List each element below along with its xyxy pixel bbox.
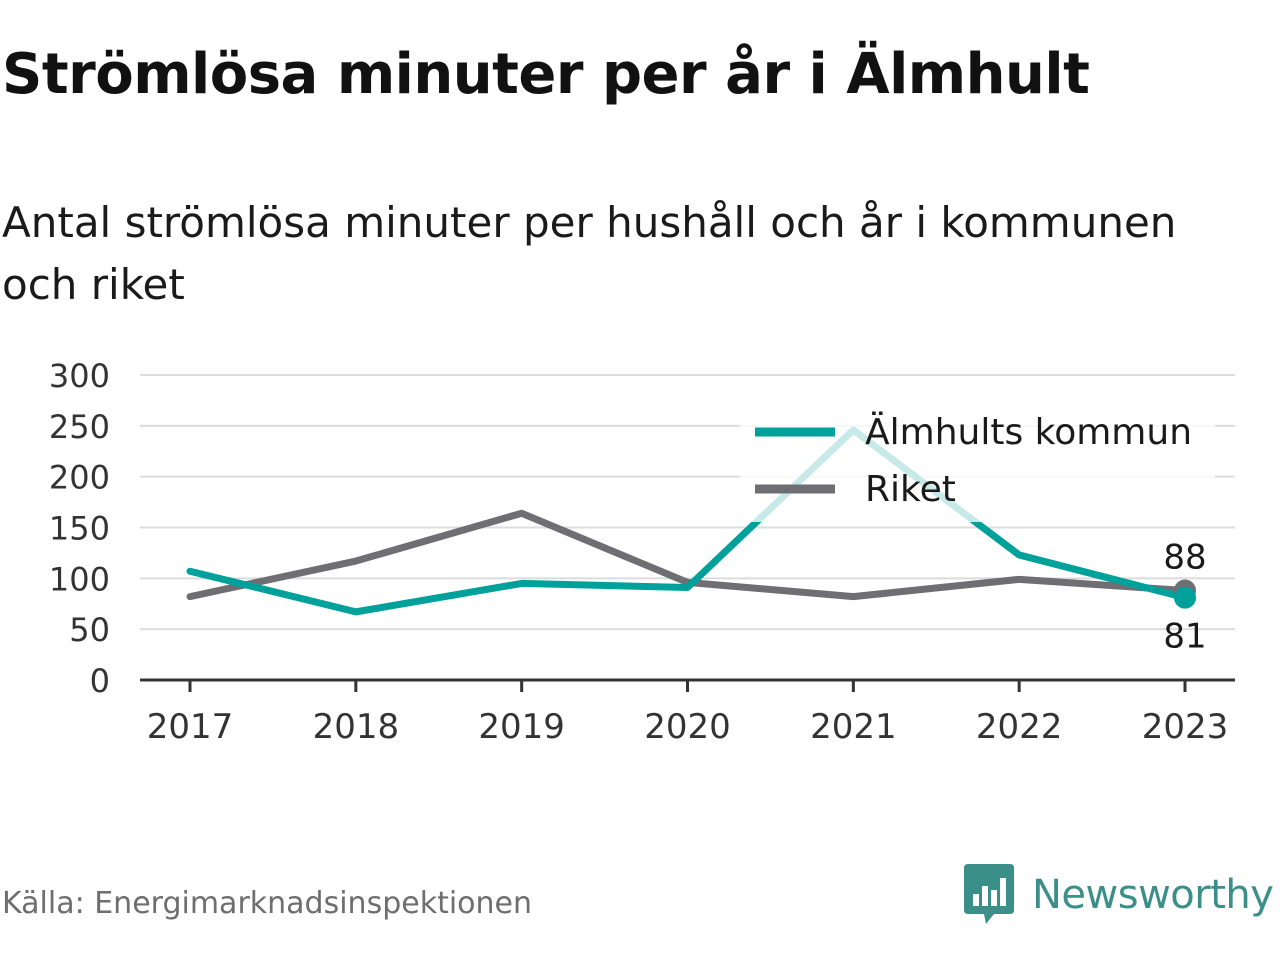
chart-bubble-icon xyxy=(964,864,1014,924)
y-tick-label: 300 xyxy=(49,357,110,395)
y-tick-label: 150 xyxy=(49,510,110,548)
x-tick-label: 2017 xyxy=(147,707,234,747)
legend-label: Älmhults kommun xyxy=(865,411,1192,453)
x-tick-label: 2019 xyxy=(478,707,565,747)
brand-name: Newsworthy xyxy=(1032,872,1274,918)
legend: Älmhults kommun Riket xyxy=(740,402,1215,522)
x-tick-label: 2021 xyxy=(810,707,897,747)
y-axis-ticks: 0 50 100 150 200 250 300 xyxy=(49,357,110,700)
brand-logo: Newsworthy xyxy=(964,864,1274,926)
y-tick-label: 0 xyxy=(90,662,110,700)
legend-background xyxy=(740,402,1215,522)
x-tick-label: 2018 xyxy=(313,707,400,747)
y-tick-label: 200 xyxy=(49,459,110,497)
series-lines xyxy=(186,426,1196,616)
x-axis: 2017 2018 2019 2020 2021 2022 2023 xyxy=(140,678,1235,747)
series-line-kommun xyxy=(186,426,1189,616)
chart-title: Strömlösa minuter per år i Älmhult xyxy=(2,42,1090,107)
y-tick-label: 50 xyxy=(69,611,110,649)
end-value-label: 88 xyxy=(1163,538,1206,578)
end-labels: 88 81 xyxy=(1163,538,1206,657)
y-tick-label: 250 xyxy=(49,408,110,446)
x-tick-label: 2020 xyxy=(644,707,731,747)
series-line-riket xyxy=(186,509,1189,601)
y-tick-label: 100 xyxy=(49,560,110,598)
x-tick-label: 2022 xyxy=(976,707,1063,747)
source-note: Källa: Energimarknadsinspektionen xyxy=(2,886,533,921)
x-tick-label: 2023 xyxy=(1142,707,1229,747)
grid-lines xyxy=(140,374,1235,631)
legend-label: Riket xyxy=(865,469,956,510)
chart-subtitle: Antal strömlösa minuter per hushåll och … xyxy=(2,198,1177,309)
end-value-label: 81 xyxy=(1163,617,1206,657)
end-point-kommun xyxy=(1174,586,1196,609)
